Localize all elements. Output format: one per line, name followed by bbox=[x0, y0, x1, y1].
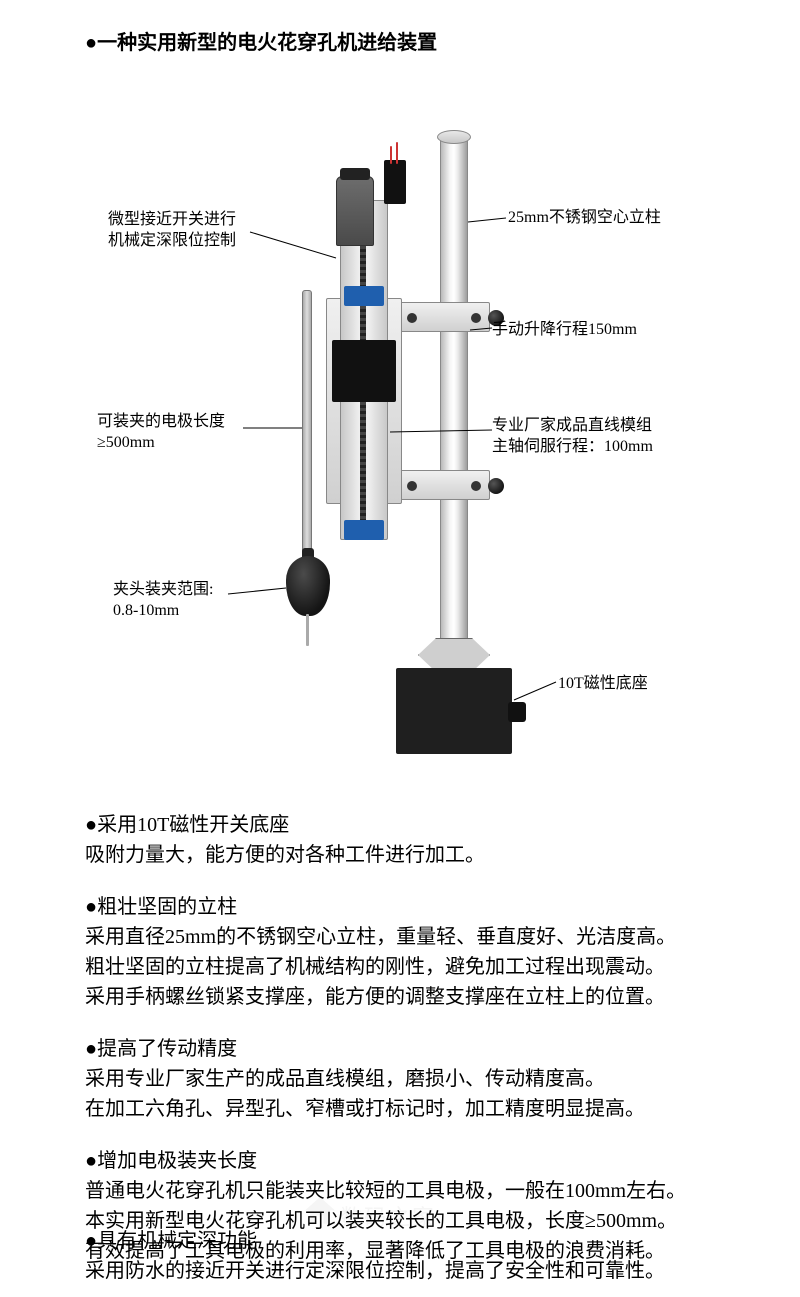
electrode-rod bbox=[302, 290, 312, 560]
servo-motor bbox=[336, 176, 374, 246]
handle-knob-lower bbox=[488, 478, 504, 494]
proximity-sensor bbox=[384, 160, 406, 204]
label-chuck-range: 夹头装夹范围: 0.8-10mm bbox=[113, 580, 213, 622]
page-title: ●一种实用新型的电火花穿孔机进给装置 bbox=[85, 26, 437, 55]
label-electrode-length: 可装夹的电极长度 ≥500mm bbox=[97, 412, 225, 454]
label-proximity-switch: 微型接近开关进行 机械定深限位控制 bbox=[108, 210, 236, 252]
sensor-wire2 bbox=[396, 142, 398, 164]
bracket-lower bbox=[398, 470, 490, 500]
bracket-upper bbox=[398, 302, 490, 332]
chuck-head bbox=[286, 556, 330, 616]
motor-cap bbox=[340, 168, 370, 180]
section-4-head: ●具有机械定深功能 bbox=[85, 1226, 257, 1256]
section-1-body: 采用直径25mm的不锈钢空心立柱，重量轻、垂直度好、光洁度高。 粗壮坚固的立柱提… bbox=[85, 922, 676, 1012]
section-2-body: 采用专业厂家生产的成品直线模组，磨损小、传动精度高。 在加工六角孔、异型孔、窄槽… bbox=[85, 1064, 645, 1124]
label-manual-stroke: 手动升降行程150mm bbox=[492, 320, 637, 341]
watermark-icon bbox=[300, 1192, 340, 1237]
watermark-text: 数码之家 bbox=[340, 1200, 436, 1232]
sensor-wire1 bbox=[390, 146, 392, 164]
section-4-body: 采用防水的接近开关进行定深限位控制，提高了安全性和可靠性。 bbox=[85, 1256, 665, 1286]
section-0-head: ●采用10T磁性开关底座 bbox=[85, 810, 289, 840]
column-pole bbox=[440, 136, 468, 666]
label-magnetic-base: 10T磁性底座 bbox=[558, 674, 648, 695]
label-column-spec: 25mm不锈钢空心立柱 bbox=[508, 208, 661, 229]
section-3-head: ●增加电极装夹长度 bbox=[85, 1146, 257, 1176]
label-linear-module: 专业厂家成品直线模组 主轴伺服行程：100mm bbox=[492, 416, 653, 458]
section-2-head: ●提高了传动精度 bbox=[85, 1034, 237, 1064]
base-knob bbox=[508, 702, 526, 722]
end-block-bottom bbox=[344, 520, 384, 540]
section-0-body: 吸附力量大，能方便的对各种工件进行加工。 bbox=[85, 840, 485, 870]
electrode-tip bbox=[306, 614, 309, 646]
end-block-top bbox=[344, 286, 384, 306]
hex-nut bbox=[418, 638, 490, 672]
column-cap bbox=[437, 130, 471, 144]
carriage-block bbox=[332, 340, 396, 402]
magnetic-base-block bbox=[396, 668, 512, 754]
section-1-head: ●粗壮坚固的立柱 bbox=[85, 892, 237, 922]
